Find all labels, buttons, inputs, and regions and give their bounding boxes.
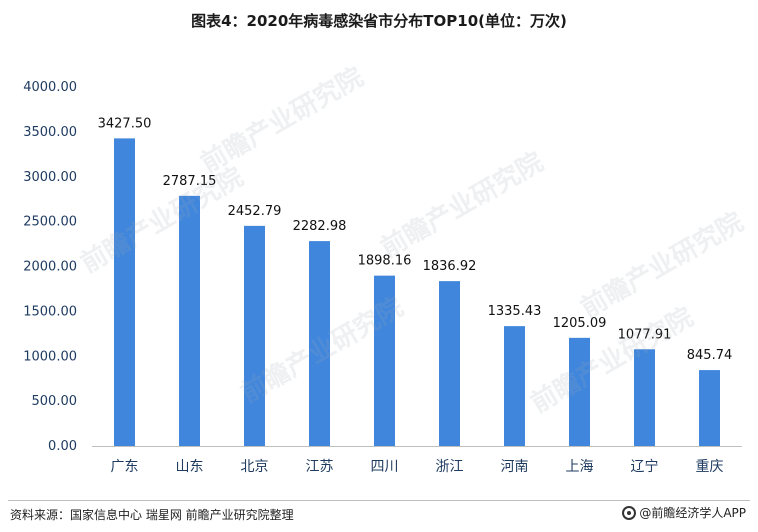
x-category-label: 上海 (566, 459, 594, 475)
y-tick-label: 2500.00 (23, 215, 77, 230)
y-tick-label: 2000.00 (23, 260, 77, 275)
bar-value-label: 1335.43 (488, 304, 542, 319)
bars (114, 138, 720, 446)
y-tick-label: 500.00 (32, 394, 78, 409)
y-tick-label: 4000.00 (23, 80, 77, 95)
bar (114, 138, 135, 446)
footer: 资料来源：国家信息中心 瑞星网 前瞻产业研究院整理 @前瞻经济学人APP (0, 500, 758, 532)
app-logo-icon (622, 505, 637, 520)
app-credit: @前瞻经济学人APP (622, 504, 746, 521)
bar-value-label: 2282.98 (293, 219, 347, 234)
bar-value-label: 1836.92 (423, 259, 477, 274)
y-tick-label: 3500.00 (23, 125, 77, 140)
bar-value-label: 2787.15 (163, 174, 217, 189)
bar-value-label: 845.74 (687, 348, 733, 363)
bar-value-label: 1077.91 (618, 327, 672, 342)
x-category-label: 辽宁 (631, 458, 659, 475)
y-axis-ticks: 0.00 500.00 1000.00 1500.00 2000.00 2500.00 30… (23, 80, 77, 454)
bar (504, 326, 525, 446)
bar-value-label: 2452.79 (228, 204, 282, 219)
x-category-label: 四川 (371, 459, 399, 475)
bar (439, 281, 460, 446)
bar (374, 275, 395, 446)
x-category-label: 江苏 (306, 459, 334, 475)
bar (309, 241, 330, 446)
app-credit-label: @前瞻经济学人APP (639, 506, 746, 520)
bar (699, 370, 720, 446)
source-note: 资料来源：国家信息中心 瑞星网 前瞻产业研究院整理 (10, 508, 294, 522)
footer-divider (8, 500, 750, 501)
x-category-label: 山东 (176, 459, 204, 475)
bar-value-label: 1205.09 (553, 316, 607, 331)
y-tick-label: 1500.00 (23, 304, 77, 319)
x-category-label: 北京 (241, 459, 269, 475)
y-tick-label: 0.00 (48, 439, 77, 454)
x-category-label: 河南 (501, 459, 529, 475)
chart-title: 图表4：2020年病毒感染省市分布TOP10(单位：万次) (191, 12, 567, 30)
bar (569, 337, 590, 446)
bar (244, 225, 265, 446)
x-axis-categories: 广东 山东 北京 江苏 四川 浙江 河南 上海 辽宁 重庆 (111, 458, 724, 475)
x-category-label: 重庆 (696, 459, 724, 475)
x-category-label: 广东 (111, 459, 139, 475)
bar-value-label: 1898.16 (358, 254, 412, 269)
x-category-label: 浙江 (436, 459, 464, 475)
bar (179, 195, 200, 446)
bar-value-label: 3427.50 (98, 116, 152, 131)
y-tick-label: 1000.00 (23, 349, 77, 364)
bar (634, 349, 655, 446)
y-tick-label: 3000.00 (23, 170, 77, 185)
bar-chart: 0.00 500.00 1000.00 1500.00 2000.00 2500.00 30… (23, 80, 742, 475)
bar-value-labels: 3427.50 2787.15 2452.79 2282.98 1898.16 1836.… (98, 116, 733, 363)
